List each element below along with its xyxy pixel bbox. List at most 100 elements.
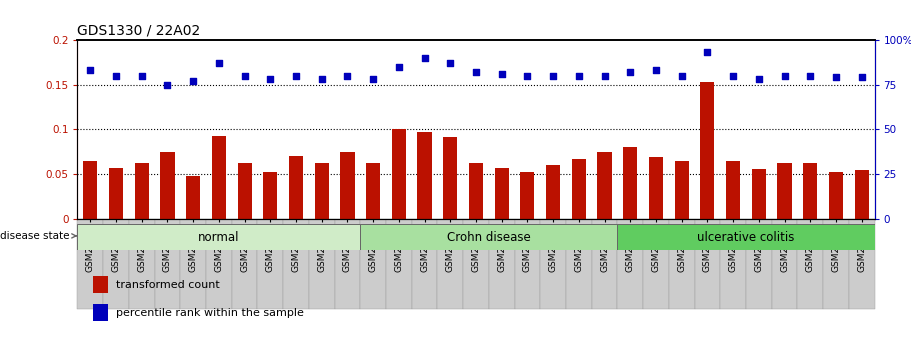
Point [289, 73, 303, 78]
Point [803, 73, 817, 78]
Text: disease state: disease state [0, 231, 76, 241]
Bar [495, 168, 508, 219]
Point [108, 73, 123, 78]
Bar [366, 164, 380, 219]
Bar [746, 219, 772, 309]
Bar [94, 276, 107, 293]
Text: percentile rank within the sample: percentile rank within the sample [116, 308, 303, 318]
Bar [726, 161, 741, 219]
Bar [309, 219, 334, 309]
Bar [463, 219, 489, 309]
Bar [489, 219, 515, 309]
Point [752, 76, 766, 82]
Bar [155, 219, 180, 309]
Bar [103, 219, 128, 309]
Text: ulcerative colitis: ulcerative colitis [697, 231, 794, 244]
Bar [572, 159, 586, 219]
Bar [77, 224, 360, 250]
Point [598, 73, 612, 78]
Point [623, 69, 638, 75]
Bar [412, 219, 437, 309]
Point [701, 49, 715, 55]
Bar [417, 132, 432, 219]
Bar [855, 170, 869, 219]
Bar [675, 161, 689, 219]
Point [237, 73, 251, 78]
Bar [283, 219, 309, 309]
Bar [752, 169, 766, 219]
Bar [128, 219, 155, 309]
Point [726, 73, 741, 78]
Bar [94, 304, 107, 321]
Point [263, 76, 278, 82]
Text: transformed count: transformed count [116, 280, 220, 290]
Bar [701, 82, 714, 219]
Point [366, 76, 381, 82]
Bar [289, 156, 303, 219]
Bar [777, 162, 792, 219]
Point [314, 76, 329, 82]
Bar [829, 172, 843, 219]
Point [340, 73, 354, 78]
Point [495, 71, 509, 77]
Point [469, 69, 484, 75]
Point [211, 60, 226, 66]
Bar [180, 219, 206, 309]
Bar [469, 162, 483, 219]
Bar [515, 219, 540, 309]
Bar [772, 219, 797, 309]
Bar [334, 219, 360, 309]
Bar [824, 219, 849, 309]
Bar [386, 219, 412, 309]
Bar [566, 219, 592, 309]
Bar [263, 172, 277, 219]
Bar [186, 176, 200, 219]
Bar [643, 219, 669, 309]
Bar [804, 162, 817, 219]
Bar [231, 219, 258, 309]
Bar [598, 152, 611, 219]
Point [520, 73, 535, 78]
Bar [444, 137, 457, 219]
Bar [211, 136, 226, 219]
Bar [540, 219, 566, 309]
Point [674, 73, 689, 78]
Point [83, 67, 97, 73]
Bar [258, 219, 283, 309]
Point [829, 75, 844, 80]
Bar [206, 219, 231, 309]
Text: GDS1330 / 22A02: GDS1330 / 22A02 [77, 23, 200, 37]
Point [417, 55, 432, 60]
Bar [618, 224, 875, 250]
Bar [849, 219, 875, 309]
Point [135, 73, 149, 78]
Bar [135, 164, 148, 219]
Point [571, 73, 586, 78]
Point [443, 60, 457, 66]
Bar [520, 172, 535, 219]
Bar [83, 161, 97, 219]
Point [777, 73, 792, 78]
Point [186, 78, 200, 84]
Point [649, 67, 663, 73]
Bar [109, 168, 123, 219]
Text: normal: normal [198, 231, 240, 244]
Bar [238, 162, 251, 219]
Bar [360, 219, 386, 309]
Bar [623, 147, 638, 219]
Bar [649, 157, 663, 219]
Bar [618, 219, 643, 309]
Bar [592, 219, 618, 309]
Bar [392, 129, 406, 219]
Bar [437, 219, 463, 309]
Bar [314, 164, 329, 219]
Bar [360, 224, 618, 250]
Text: Crohn disease: Crohn disease [447, 231, 531, 244]
Point [160, 82, 175, 87]
Bar [160, 152, 175, 219]
Bar [341, 152, 354, 219]
Bar [77, 219, 103, 309]
Bar [694, 219, 721, 309]
Bar [546, 165, 560, 219]
Bar [669, 219, 694, 309]
